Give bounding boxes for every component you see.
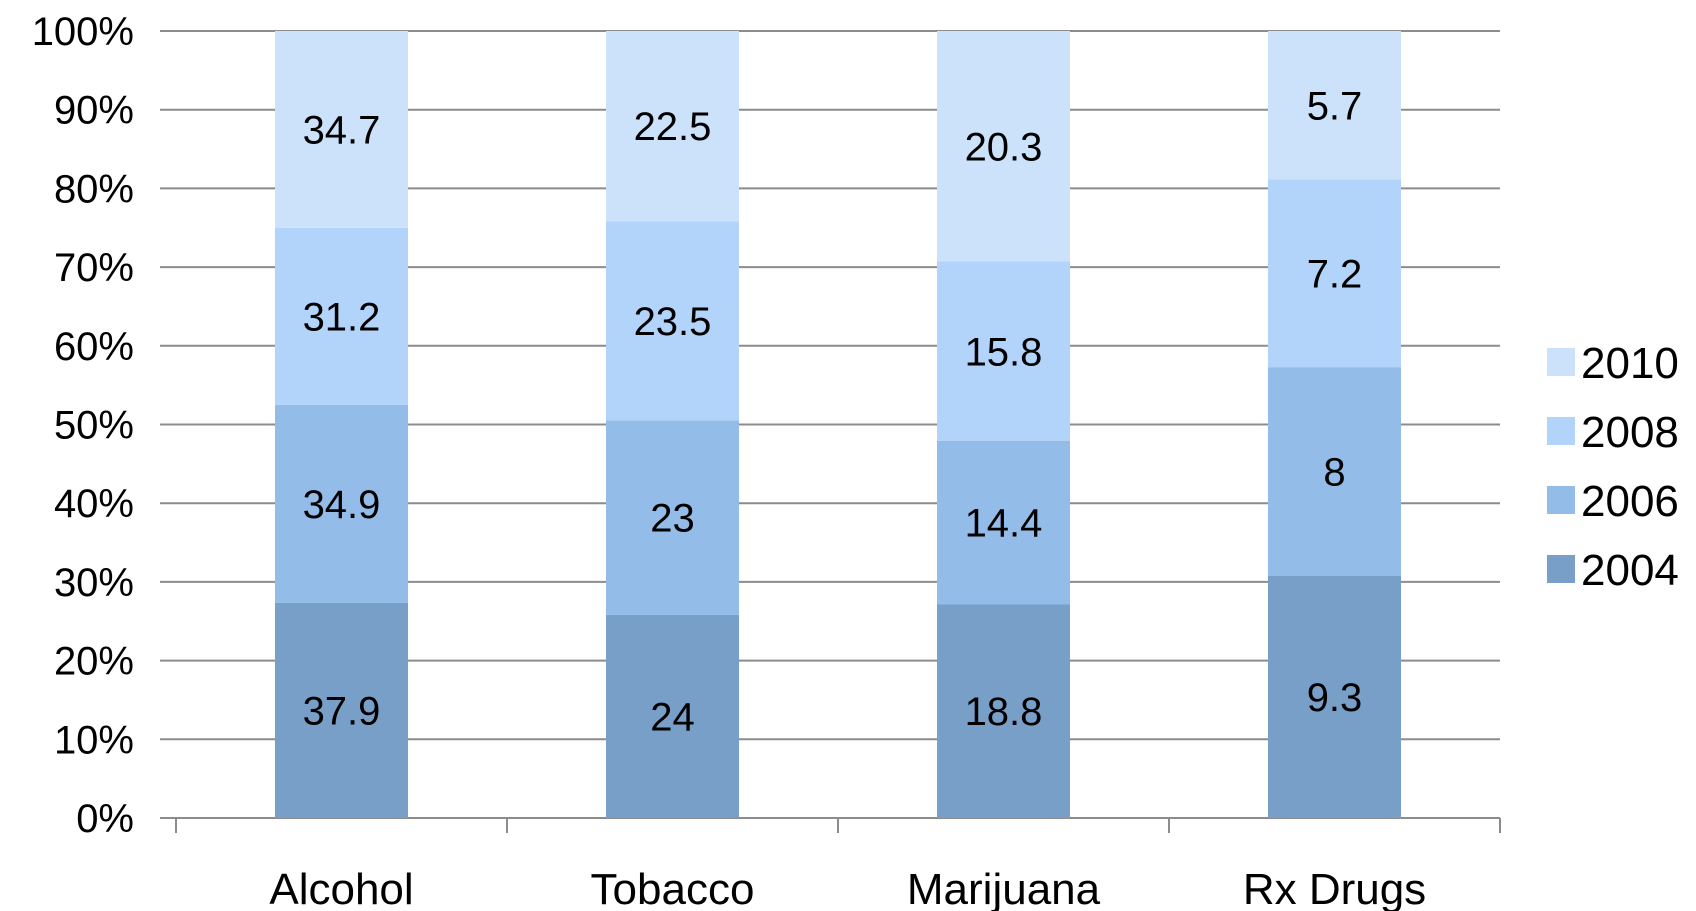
data-label: 18.8: [965, 690, 1043, 734]
legend: 2010 2008 2006 2004: [1547, 339, 1679, 595]
data-label: 24: [650, 695, 695, 739]
data-label: 5.7: [1307, 84, 1363, 128]
bar-segment-rx-drugs-2004: [1268, 575, 1401, 818]
y-tick-label: 90%: [54, 89, 134, 133]
bar-segment-tobacco-2010: [606, 31, 739, 222]
bar-segment-alcohol-2004: [275, 602, 408, 818]
data-label: 23: [650, 497, 695, 541]
bar-segment-marijuana-2008: [937, 261, 1070, 441]
data-label: 9.3: [1307, 676, 1363, 720]
bar-segment-alcohol-2010: [275, 31, 408, 228]
data-label: 14.4: [965, 502, 1043, 546]
bar-segment-rx-drugs-2008: [1268, 179, 1401, 368]
bar-segment-alcohol-2006: [275, 404, 408, 603]
y-tick-label: 20%: [54, 640, 134, 684]
y-tick-label: 70%: [54, 246, 134, 290]
legend-swatch-2006: [1547, 486, 1575, 514]
bar-segment-marijuana-2004: [937, 604, 1070, 818]
y-tick-label: 50%: [54, 404, 134, 448]
data-label: 34.7: [303, 108, 381, 152]
legend-label-2008: 2008: [1581, 408, 1679, 457]
data-label: 22.5: [634, 105, 712, 149]
y-tick-label: 40%: [54, 482, 134, 526]
bar-segment-marijuana-2010: [937, 31, 1070, 262]
bar-segment-rx-drugs-2006: [1268, 367, 1401, 576]
bar-segment-alcohol-2008: [275, 227, 408, 405]
bar-segment-marijuana-2006: [937, 440, 1070, 605]
data-label: 23.5: [634, 300, 712, 344]
legend-swatch-2008: [1547, 417, 1575, 445]
category-label-alcohol: Alcohol: [269, 865, 413, 911]
category-label-rx-drugs: Rx Drugs: [1243, 865, 1426, 911]
bar-segment-tobacco-2004: [606, 614, 739, 818]
bar-stacks: 37.9 34.9 31.2 34.7 24 23 23.5 22.5 18.8 14.4 15.8…: [275, 31, 1401, 818]
data-label: 8: [1323, 450, 1345, 494]
data-label: 37.9: [303, 689, 381, 733]
legend-label-2006: 2006: [1581, 477, 1679, 526]
y-tick-label: 100%: [32, 10, 134, 54]
legend-label-2010: 2010: [1581, 339, 1679, 388]
data-label: 34.9: [303, 483, 381, 527]
y-tick-label: 60%: [54, 325, 134, 369]
y-tick-label: 30%: [54, 561, 134, 605]
bar-segment-tobacco-2006: [606, 420, 739, 615]
y-tick-label: 0%: [76, 797, 134, 841]
category-label-marijuana: Marijuana: [907, 865, 1101, 911]
data-label: 31.2: [303, 295, 381, 339]
legend-swatch-2010: [1547, 348, 1575, 376]
x-axis: Alcohol Tobacco Marijuana Rx Drugs: [175, 818, 1501, 911]
bar-segment-tobacco-2008: [606, 221, 739, 421]
bar-segment-rx-drugs-2010: [1268, 31, 1401, 180]
category-label-tobacco: Tobacco: [591, 865, 755, 911]
data-label: 20.3: [965, 125, 1043, 169]
y-tick-label: 80%: [54, 167, 134, 211]
legend-label-2004: 2004: [1581, 546, 1679, 595]
legend-swatch-2004: [1547, 555, 1575, 583]
y-axis-tick-labels: 0% 10% 20% 30% 40% 50% 60% 70% 80% 90% 100%: [32, 10, 134, 841]
data-label: 15.8: [965, 330, 1043, 374]
y-tick-label: 10%: [54, 718, 134, 762]
data-label: 7.2: [1307, 252, 1363, 296]
